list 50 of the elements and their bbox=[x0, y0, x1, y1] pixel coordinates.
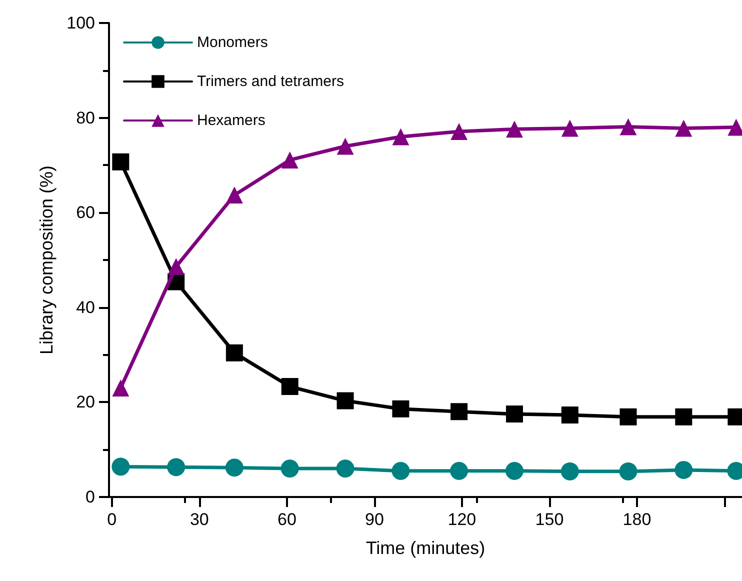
point bbox=[619, 462, 638, 480]
point bbox=[620, 408, 637, 426]
y-tick-label: 20 bbox=[76, 392, 95, 412]
point bbox=[560, 462, 579, 480]
point bbox=[281, 151, 298, 168]
point bbox=[675, 408, 692, 426]
point bbox=[675, 120, 692, 137]
point bbox=[392, 128, 410, 146]
y-tick-label: 80 bbox=[76, 108, 95, 128]
point bbox=[674, 460, 693, 479]
x-tick-label: 0 bbox=[107, 510, 117, 529]
point bbox=[336, 460, 354, 478]
point bbox=[392, 462, 410, 480]
x-tick-label: 120 bbox=[448, 510, 476, 529]
x-tick-label: 60 bbox=[277, 510, 296, 529]
point bbox=[167, 458, 186, 476]
point bbox=[450, 462, 468, 480]
x-tick-label: 180 bbox=[622, 510, 652, 529]
point bbox=[225, 458, 244, 477]
point bbox=[112, 379, 130, 396]
legend-label: Hexamers bbox=[197, 112, 266, 129]
point bbox=[505, 462, 524, 480]
point bbox=[450, 403, 468, 420]
point bbox=[620, 118, 637, 136]
point bbox=[561, 120, 578, 137]
point bbox=[281, 378, 298, 396]
point bbox=[392, 400, 410, 418]
x-tick-label: 90 bbox=[364, 510, 384, 529]
point bbox=[226, 344, 243, 362]
y-tick-label: 100 bbox=[66, 14, 95, 32]
x-tick-label: 150 bbox=[535, 510, 564, 529]
point bbox=[112, 153, 130, 170]
y-axis-title: Library composition (%) bbox=[36, 165, 57, 355]
legend-label: Trimers and tetramers bbox=[197, 73, 344, 90]
point bbox=[506, 406, 523, 423]
point bbox=[112, 458, 130, 476]
x-axis-title: Time (minutes) bbox=[366, 538, 486, 558]
point bbox=[280, 460, 299, 478]
point bbox=[336, 392, 354, 410]
point bbox=[168, 258, 185, 276]
point bbox=[336, 138, 354, 155]
point bbox=[450, 123, 468, 140]
point bbox=[561, 406, 578, 424]
point bbox=[226, 186, 243, 204]
point bbox=[506, 120, 523, 138]
y-tick-label: 40 bbox=[76, 298, 95, 317]
legend-label: Monomers bbox=[197, 34, 268, 51]
y-tick-label: 60 bbox=[76, 203, 95, 222]
x-tick-label: 30 bbox=[190, 510, 209, 529]
y-tick-label: 0 bbox=[86, 488, 95, 506]
